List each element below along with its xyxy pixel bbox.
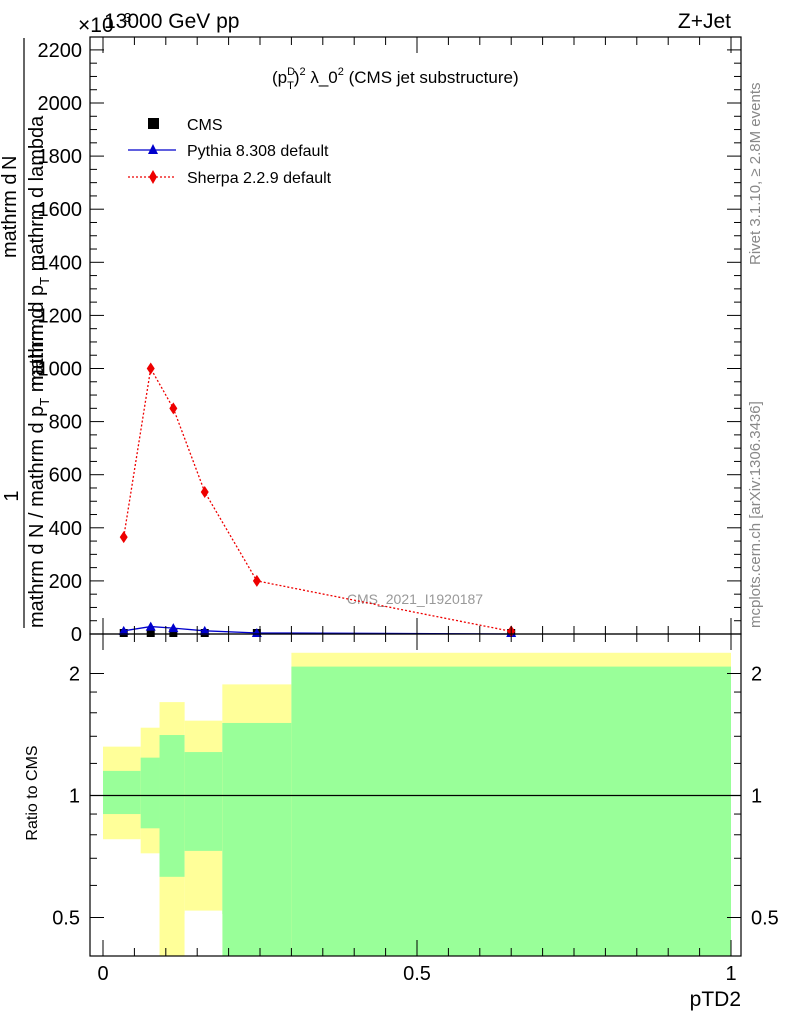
ratio-band-green: [291, 666, 731, 956]
main-y-tick-label: 200: [49, 571, 82, 593]
ylabel-numerator-line2: mathrm d pT mathrm d lambda: [26, 115, 52, 386]
sherpa-point: [146, 362, 155, 375]
pythia-point: [145, 621, 156, 631]
sherpa-point: [200, 485, 209, 498]
x-tick-label: 0.5: [403, 963, 431, 985]
main-y-tick-label: 2200: [38, 40, 83, 62]
ratio-y-tick-label: 2: [69, 664, 80, 686]
ylabel-numerator-d: mathrm d: [0, 174, 21, 258]
main-y-tick-label: 1200: [38, 305, 83, 327]
exponent-power: 3: [124, 10, 131, 25]
ratio-y-tick-label-right: 2: [751, 664, 762, 686]
legend-marker-pythia: [148, 144, 158, 154]
mcplots-label: mcplots.cern.ch [arXiv:1306.3436]: [747, 401, 764, 628]
ratio-band-green: [103, 770, 141, 815]
watermark: CMS_2021_I1920187: [347, 591, 483, 607]
main-y-tick-label: 1800: [38, 146, 83, 168]
pythia-point: [199, 625, 210, 635]
pythia-point: [118, 625, 129, 635]
ratio-band-green: [159, 735, 185, 877]
header-left: 13000 GeV pp: [104, 10, 239, 33]
ratio-y-tick-label: 1: [69, 786, 80, 808]
main-y-tick-label: 600: [49, 465, 82, 487]
ratio-y-tick-label-right: 1: [751, 786, 762, 808]
main-y-tick-label: 2000: [38, 93, 83, 115]
ylabel-denominator: mathrm d N / mathrm d pT mathrm d: [26, 308, 52, 628]
x-axis-label: pTD2: [690, 988, 741, 1011]
legend-label-sherpa: Sherpa 2.2.9 default: [187, 170, 332, 187]
ratio-band-green: [184, 752, 223, 851]
x-tick-label: 0: [97, 963, 108, 985]
pythia-point: [251, 627, 262, 637]
ratio-band-green: [222, 722, 292, 956]
header-right: Z+Jet: [678, 10, 731, 33]
x-tick-label: 1: [725, 963, 736, 985]
sherpa-series-line: [123, 366, 512, 632]
sherpa-point: [169, 402, 178, 415]
ratio-y-tick-label-right: 0.5: [751, 908, 779, 930]
legend: CMS Pythia 8.308 default Sherpa 2.2.9 de…: [128, 117, 332, 187]
legend-marker-sherpa: [149, 170, 157, 184]
cms-point: [146, 629, 155, 637]
pythia-series-line: [123, 625, 512, 635]
ratio-band-green: [140, 757, 160, 829]
main-y-ticks: 0 200 400 600 800 1000 1200 1400 1600 1800 2000 220…: [38, 40, 741, 646]
ratio-bands: [103, 652, 731, 956]
main-plot: 0 200 400 600 800 1000 1200 1400 1600 1800 2000 220…: [38, 36, 742, 646]
main-y-tick-label: 0: [71, 624, 82, 646]
ylabel-numerator-n: N: [0, 156, 21, 170]
pythia-point: [168, 623, 179, 633]
main-y-label: 1 mathrm d N / mathrm d pT mathrm d math…: [0, 38, 52, 628]
legend-marker-cms: [148, 118, 159, 129]
main-y-tick-label: 800: [49, 412, 82, 434]
ratio-band-gap: [184, 914, 223, 956]
ratio-y-tick-label: 0.5: [52, 908, 80, 930]
legend-label-cms: CMS: [187, 117, 223, 134]
main-y-tick-label: 400: [49, 518, 82, 540]
main-y-tick-label: 1400: [38, 252, 83, 274]
cms-point: [169, 629, 178, 637]
main-y-tick-label: 1600: [38, 199, 83, 221]
x-ticks: 0 0.5 1: [97, 37, 737, 985]
sherpa-point: [119, 531, 128, 544]
main-y-tick-label: 1000: [38, 359, 83, 381]
legend-label-pythia: Pythia 8.308 default: [187, 143, 329, 160]
ylabel-one: 1: [1, 490, 23, 501]
plot-title: (pD T)2 λ_02 (CMS jet substructure): [272, 66, 519, 92]
rivet-label: Rivet 3.1.10, ≥ 2.8M events: [747, 83, 764, 266]
ratio-y-ticks: 0.5 0.5 1 1 2 2: [52, 664, 779, 930]
sherpa-point: [252, 574, 261, 587]
exponent-label: ×10: [78, 14, 114, 37]
ratio-plot: 0.5 0.51 12 2 0 0.5 1 Ratio to CMS pTD2: [24, 37, 779, 1011]
ratio-y-label: Ratio to CMS: [24, 745, 41, 840]
